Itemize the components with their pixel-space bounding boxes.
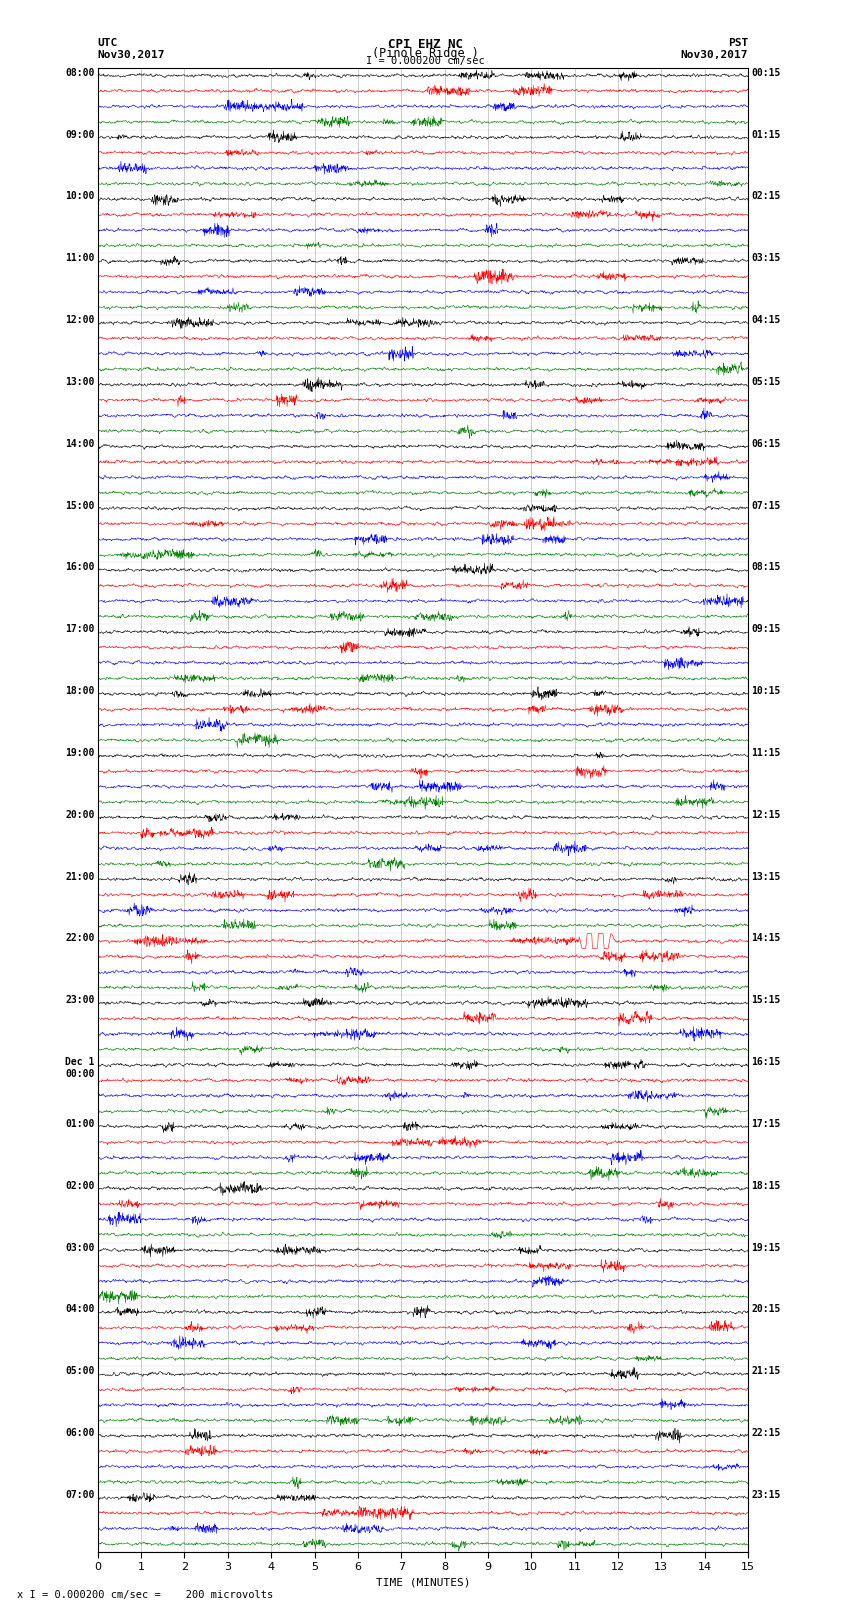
Text: x I = 0.000200 cm/sec =    200 microvolts: x I = 0.000200 cm/sec = 200 microvolts	[17, 1590, 273, 1600]
Text: 11:00: 11:00	[65, 253, 94, 263]
Text: CPI EHZ NC: CPI EHZ NC	[388, 37, 462, 52]
Text: UTC
Nov30,2017: UTC Nov30,2017	[98, 37, 165, 60]
Text: 08:15: 08:15	[751, 563, 780, 573]
Text: 17:00: 17:00	[65, 624, 94, 634]
Text: Dec 1
00:00: Dec 1 00:00	[65, 1057, 94, 1079]
Text: 10:15: 10:15	[751, 686, 780, 697]
Text: 07:15: 07:15	[751, 500, 780, 511]
Text: 21:15: 21:15	[751, 1366, 780, 1376]
Text: 19:00: 19:00	[65, 748, 94, 758]
Text: 16:15: 16:15	[751, 1057, 780, 1068]
Text: 07:00: 07:00	[65, 1490, 94, 1500]
Text: 21:00: 21:00	[65, 871, 94, 882]
Text: 03:15: 03:15	[751, 253, 780, 263]
Text: 19:15: 19:15	[751, 1242, 780, 1253]
Text: 14:15: 14:15	[751, 934, 780, 944]
Text: 08:00: 08:00	[65, 68, 94, 77]
Text: 01:15: 01:15	[751, 129, 780, 140]
Text: I = 0.000200 cm/sec: I = 0.000200 cm/sec	[366, 56, 484, 66]
Text: 23:00: 23:00	[65, 995, 94, 1005]
Text: 20:00: 20:00	[65, 810, 94, 819]
Text: 13:00: 13:00	[65, 377, 94, 387]
Text: 00:15: 00:15	[751, 68, 780, 77]
Text: 18:00: 18:00	[65, 686, 94, 697]
Text: PST
Nov30,2017: PST Nov30,2017	[681, 37, 748, 60]
Text: (Pinole Ridge ): (Pinole Ridge )	[371, 47, 479, 60]
Text: 20:15: 20:15	[751, 1305, 780, 1315]
Text: 09:00: 09:00	[65, 129, 94, 140]
Text: 10:00: 10:00	[65, 192, 94, 202]
Text: 12:00: 12:00	[65, 315, 94, 326]
Text: 02:15: 02:15	[751, 192, 780, 202]
Text: 17:15: 17:15	[751, 1119, 780, 1129]
Text: 06:00: 06:00	[65, 1428, 94, 1439]
X-axis label: TIME (MINUTES): TIME (MINUTES)	[376, 1578, 470, 1587]
Text: 09:15: 09:15	[751, 624, 780, 634]
Text: 18:15: 18:15	[751, 1181, 780, 1190]
Text: 22:00: 22:00	[65, 934, 94, 944]
Text: 03:00: 03:00	[65, 1242, 94, 1253]
Text: 06:15: 06:15	[751, 439, 780, 448]
Text: 05:15: 05:15	[751, 377, 780, 387]
Text: 04:00: 04:00	[65, 1305, 94, 1315]
Text: 12:15: 12:15	[751, 810, 780, 819]
Text: 22:15: 22:15	[751, 1428, 780, 1439]
Text: 04:15: 04:15	[751, 315, 780, 326]
Text: 05:00: 05:00	[65, 1366, 94, 1376]
Text: 15:15: 15:15	[751, 995, 780, 1005]
Text: 15:00: 15:00	[65, 500, 94, 511]
Text: 16:00: 16:00	[65, 563, 94, 573]
Text: 13:15: 13:15	[751, 871, 780, 882]
Text: 14:00: 14:00	[65, 439, 94, 448]
Text: 02:00: 02:00	[65, 1181, 94, 1190]
Text: 01:00: 01:00	[65, 1119, 94, 1129]
Text: 23:15: 23:15	[751, 1490, 780, 1500]
Text: 11:15: 11:15	[751, 748, 780, 758]
